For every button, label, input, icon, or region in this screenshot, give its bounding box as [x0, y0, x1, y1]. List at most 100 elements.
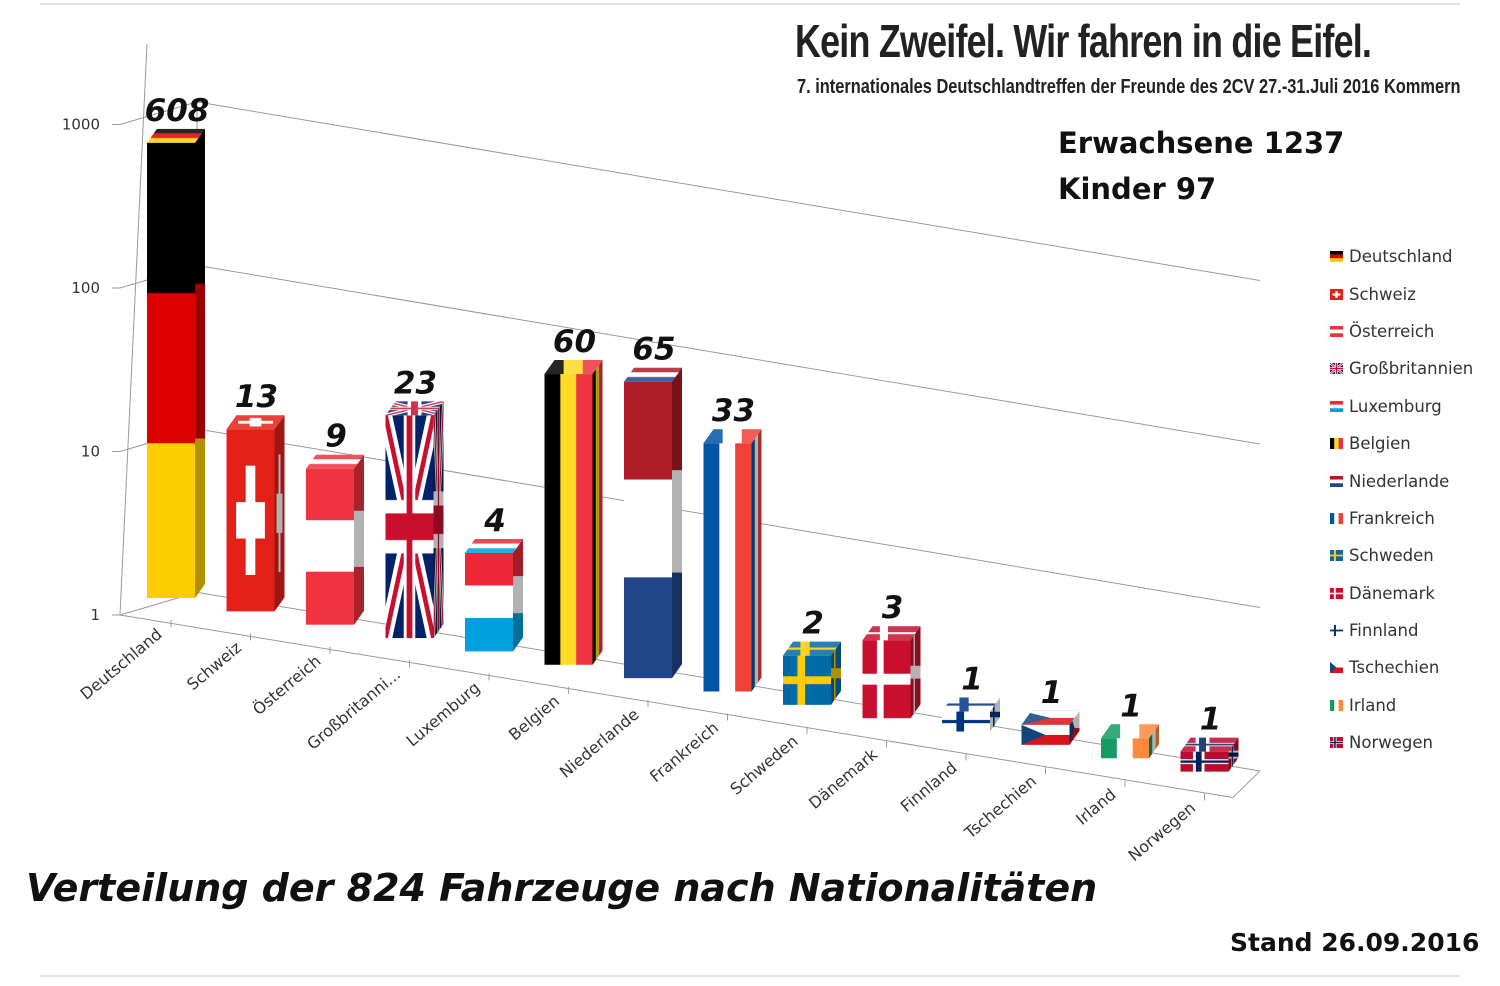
bar-side-at	[354, 454, 364, 625]
legend-swatch-fr	[1330, 512, 1343, 524]
bar-top-at	[306, 454, 364, 469]
x-tick-label-no: Norwegen	[1124, 798, 1199, 865]
bar-face-be	[544, 374, 593, 665]
legend-item-dk: Dänemark	[1330, 575, 1473, 612]
x-tick-label-nl: Niederlande	[556, 705, 643, 782]
value-label-de: 608	[145, 93, 210, 129]
bar-side-fi	[990, 697, 1000, 732]
bar-side-gb	[433, 401, 444, 639]
value-label-se: 2	[802, 606, 824, 642]
legend-label-be: Belgien	[1349, 434, 1411, 454]
bar-be	[544, 360, 603, 665]
x-tick-label-fi: Finnland	[897, 758, 961, 816]
value-label-lu: 4	[483, 503, 506, 539]
value-label-ie: 1	[1120, 688, 1142, 724]
legend-label-ie: Irland	[1349, 695, 1397, 715]
x-tick-label-ie: Irland	[1072, 785, 1119, 829]
value-label-fr: 33	[712, 393, 755, 429]
bar-top-be	[544, 360, 603, 375]
legend-swatch-ch	[1330, 288, 1343, 300]
chart-title: Verteilung der 824 Fahrzeuge nach Nation…	[26, 866, 1098, 910]
chart-axes: 1 10 100 1000	[62, 43, 1261, 801]
legend-label-cz: Tschechien	[1349, 658, 1440, 678]
chart-bars	[147, 128, 1239, 772]
bar-ie	[1101, 724, 1159, 759]
stand-date: Stand 26.09.2016	[1230, 928, 1480, 957]
bar-top-lu	[465, 538, 523, 553]
legend-item-de: Deutschland	[1330, 238, 1473, 275]
legend-item-lu: Luxemburg	[1330, 388, 1473, 425]
legend-item-at: Österreich	[1330, 313, 1473, 350]
x-tick-label-cz: Tschechien	[960, 771, 1040, 843]
legend-item-se: Schweden	[1330, 537, 1473, 574]
bar-top-ie	[1101, 724, 1159, 739]
value-label-no: 1	[1200, 702, 1222, 738]
x-tick-label-lu: Luxemburg	[402, 678, 483, 750]
x-tick-label-ch: Schweiz	[183, 638, 245, 694]
legend-label-ch: Schweiz	[1349, 284, 1416, 304]
legend-label-se: Schweden	[1349, 546, 1434, 566]
bar-side-dk	[910, 626, 921, 719]
value-label-at: 9	[325, 419, 347, 455]
legend-swatch-nl	[1330, 475, 1343, 487]
legend-item-cz: Tschechien	[1330, 649, 1473, 686]
legend-swatch-lu	[1330, 400, 1343, 412]
legend-swatch-fi	[1330, 625, 1343, 637]
bar-fr	[703, 429, 762, 692]
bar-face-ie	[1101, 738, 1149, 759]
bar-ch	[226, 415, 285, 612]
bar-face-ch	[226, 429, 275, 612]
y-tick-label-1: 1	[90, 606, 100, 624]
legend-item-fi: Finnland	[1330, 612, 1473, 649]
bar-face-fi	[942, 711, 990, 732]
legend-item-fr: Frankreich	[1330, 500, 1473, 537]
bar-top-fi	[942, 697, 1000, 712]
bar-face-no	[1180, 751, 1229, 772]
bar-cz	[1021, 710, 1080, 745]
bar-face-dk	[862, 640, 911, 719]
bar-side-cz	[1069, 710, 1080, 745]
banner-subtitle: 7. internationales Deutschlandtreffen de…	[797, 76, 1461, 98]
x-tick-label-se: Schweden	[726, 731, 801, 798]
legend-label-fi: Finnland	[1349, 621, 1419, 641]
legend-swatch-be	[1330, 438, 1343, 450]
value-label-fi: 1	[961, 662, 983, 698]
bar-face-de	[147, 142, 195, 598]
y-tick-label-100: 100	[71, 279, 100, 297]
bar-side-no	[1228, 737, 1239, 772]
bar-face-nl	[624, 381, 672, 679]
x-tick-label-de: Deutschland	[76, 625, 165, 704]
bar-face-at	[306, 468, 354, 625]
legend-label-at: Österreich	[1349, 321, 1435, 341]
legend-swatch-de	[1330, 251, 1343, 263]
bar-nl	[624, 367, 682, 679]
bar-fi	[942, 697, 1000, 732]
legend-swatch-gb	[1330, 363, 1343, 375]
bar-face-cz	[1021, 724, 1070, 745]
legend-label-no: Norwegen	[1349, 733, 1433, 753]
legend-swatch-dk	[1330, 587, 1343, 599]
legend-swatch-no	[1330, 737, 1343, 749]
bar-top-fr	[703, 429, 762, 444]
bar-side-ie	[1149, 724, 1159, 759]
legend-item-nl: Niederlande	[1330, 462, 1473, 499]
legend-label-nl: Niederlande	[1349, 471, 1450, 491]
bar-face-lu	[465, 552, 513, 652]
x-tick-label-gb: Großbritanni...	[303, 665, 404, 754]
bar-se	[783, 641, 841, 705]
legend-item-no: Norwegen	[1330, 724, 1473, 761]
bar-gb	[385, 401, 444, 639]
bar-top-gb	[385, 401, 444, 416]
bar-dk	[862, 626, 921, 719]
bar-de	[147, 128, 205, 598]
legend-item-ie: Irland	[1330, 687, 1473, 724]
legend-label-fr: Frankreich	[1349, 508, 1435, 528]
bar-top-nl	[624, 367, 682, 382]
legend-item-gb: Großbritannien	[1330, 350, 1473, 387]
bar-at	[306, 454, 364, 625]
value-label-nl: 65	[632, 332, 675, 368]
value-label-cz: 1	[1041, 675, 1063, 711]
y-tick-label-1000: 1000	[62, 116, 100, 134]
bar-side-be	[592, 360, 603, 665]
